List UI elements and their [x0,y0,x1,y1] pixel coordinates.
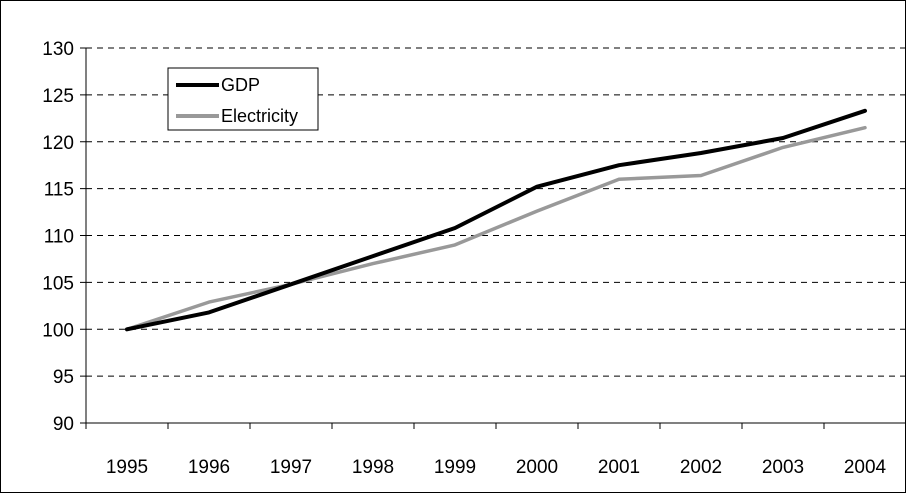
series-line-gdp [125,108,867,332]
x-tick-label: 1999 [434,457,476,478]
y-tick-label: 105 [42,273,74,294]
y-tick-label: 130 [42,39,74,60]
x-tick-label: 2000 [516,457,558,478]
y-tick-label: 125 [42,86,74,107]
axes: 90 95 100 105 110 115 120 125 130 1995 1996 1997 199… [42,39,906,478]
x-tick-label: 2002 [680,457,722,478]
y-tick-label: 110 [44,227,74,248]
y-tick-label: 120 [42,133,74,154]
x-tick-label: 2003 [762,457,804,478]
legend: GDP Electricity [167,67,319,131]
x-tick-label: 1998 [352,457,394,478]
series-line-electricity [125,125,867,332]
x-tick-label: 1996 [188,457,230,478]
y-tick-label: 90 [53,414,74,435]
y-tick-label: 100 [42,320,74,341]
series-lines [125,108,867,332]
x-tick-label: 1997 [270,457,312,478]
x-tick-label: 1995 [106,457,148,478]
y-tick-label: 115 [44,180,74,201]
legend-label-electricity: Electricity [221,106,298,126]
legend-label-gdp: GDP [221,75,260,95]
x-tick-label: 2004 [844,457,887,478]
x-tick-label: 2001 [598,457,640,478]
legend-box [167,67,319,131]
y-tick-label: 95 [53,367,74,388]
